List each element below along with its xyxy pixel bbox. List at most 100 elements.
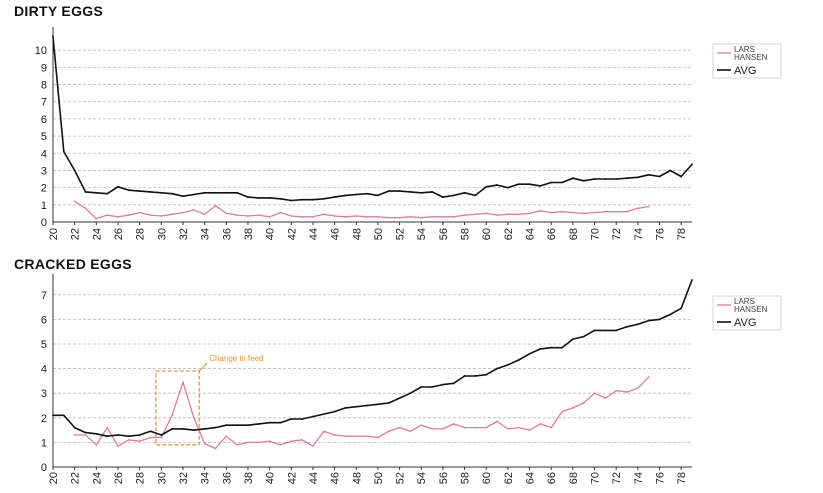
data-point bbox=[182, 195, 184, 198]
x-tick-label: 44 bbox=[308, 472, 320, 484]
data-point bbox=[420, 216, 423, 219]
data-point bbox=[171, 427, 174, 430]
data-point bbox=[149, 191, 152, 193]
data-point bbox=[247, 424, 249, 427]
data-point bbox=[117, 434, 119, 436]
data-point bbox=[127, 435, 130, 438]
data-point bbox=[366, 215, 368, 218]
x-tick-label: 22 bbox=[70, 472, 82, 484]
x-tick-label: 46 bbox=[330, 228, 342, 240]
data-point bbox=[182, 381, 184, 384]
annotation-leader bbox=[198, 362, 208, 372]
data-point bbox=[322, 213, 325, 216]
x-tick-label: 24 bbox=[91, 228, 103, 240]
data-point bbox=[333, 196, 336, 198]
data-point bbox=[138, 190, 141, 192]
data-point bbox=[236, 214, 239, 217]
legend-label-lars-hansen-line2: HANSEN bbox=[734, 53, 768, 62]
data-point bbox=[366, 404, 368, 407]
data-point bbox=[225, 212, 228, 215]
data-point bbox=[582, 179, 585, 182]
data-point bbox=[236, 424, 239, 427]
data-point bbox=[279, 421, 282, 424]
data-point bbox=[247, 196, 249, 198]
data-point bbox=[95, 191, 98, 194]
data-point bbox=[366, 192, 368, 195]
data-point bbox=[149, 214, 152, 217]
data-point bbox=[355, 193, 358, 196]
data-point bbox=[149, 436, 152, 439]
data-point bbox=[127, 439, 130, 441]
x-tick-label: 72 bbox=[611, 228, 623, 240]
x-tick-label: 56 bbox=[438, 472, 450, 484]
y-tick-label: 10 bbox=[35, 45, 47, 57]
data-point bbox=[593, 211, 596, 214]
y-tick-label: 6 bbox=[41, 314, 47, 326]
data-point bbox=[431, 386, 433, 388]
data-point bbox=[301, 198, 304, 201]
data-point bbox=[626, 325, 628, 328]
x-tick-label: 74 bbox=[633, 472, 645, 484]
data-point bbox=[474, 213, 477, 216]
data-point bbox=[377, 194, 379, 197]
data-point bbox=[149, 430, 152, 433]
x-tick-label: 60 bbox=[481, 472, 493, 484]
data-point bbox=[322, 430, 325, 433]
data-point bbox=[452, 194, 455, 197]
data-point bbox=[420, 424, 423, 427]
data-point bbox=[539, 347, 542, 350]
legend-label-avg: AVG bbox=[734, 317, 756, 329]
data-point bbox=[387, 216, 390, 219]
x-tick-label: 20 bbox=[48, 228, 60, 240]
x-tick-label: 32 bbox=[178, 472, 190, 484]
x-tick-label: 24 bbox=[91, 472, 103, 484]
y-tick-label: 2 bbox=[41, 413, 47, 425]
data-point bbox=[160, 191, 163, 194]
data-point bbox=[301, 418, 304, 420]
data-point bbox=[615, 329, 618, 332]
data-point bbox=[247, 215, 249, 217]
data-point bbox=[160, 215, 163, 217]
x-tick-label: 68 bbox=[568, 472, 580, 484]
data-point bbox=[517, 359, 520, 361]
chart-title-cracked-eggs: CRACKED EGGS bbox=[14, 256, 132, 272]
data-point bbox=[485, 426, 488, 429]
data-point bbox=[571, 211, 574, 214]
data-point bbox=[398, 426, 401, 429]
data-point bbox=[377, 215, 379, 218]
x-tick-label: 30 bbox=[156, 472, 168, 484]
x-tick-label: 40 bbox=[265, 228, 277, 240]
x-tick-label: 48 bbox=[351, 228, 363, 240]
data-point bbox=[182, 427, 184, 430]
data-point bbox=[647, 173, 650, 176]
data-point bbox=[506, 213, 509, 216]
data-point bbox=[431, 215, 433, 218]
x-tick-label: 52 bbox=[395, 472, 407, 484]
x-tick-label: 78 bbox=[676, 228, 688, 240]
data-point bbox=[182, 211, 184, 214]
data-point bbox=[485, 185, 488, 188]
legend-label-lars-hansen: LARS bbox=[734, 297, 755, 306]
series-line-avg bbox=[53, 279, 693, 438]
data-point bbox=[409, 430, 412, 433]
legend-box bbox=[712, 295, 782, 331]
data-point bbox=[506, 427, 509, 430]
data-point bbox=[506, 186, 509, 189]
data-point bbox=[95, 432, 98, 435]
data-point bbox=[203, 442, 206, 445]
data-point bbox=[95, 217, 98, 220]
data-point bbox=[73, 426, 76, 429]
annotation-label: Change in feed bbox=[209, 354, 263, 363]
data-point bbox=[95, 443, 98, 446]
data-point bbox=[268, 440, 271, 443]
data-point bbox=[84, 431, 87, 434]
data-point bbox=[626, 391, 628, 393]
y-tick-label: 4 bbox=[41, 148, 47, 160]
data-point bbox=[517, 426, 520, 429]
data-point bbox=[539, 185, 542, 187]
x-tick-label: 50 bbox=[373, 228, 385, 240]
data-point bbox=[485, 373, 488, 376]
data-point bbox=[171, 213, 174, 216]
data-point bbox=[279, 211, 282, 214]
data-point bbox=[398, 216, 401, 219]
